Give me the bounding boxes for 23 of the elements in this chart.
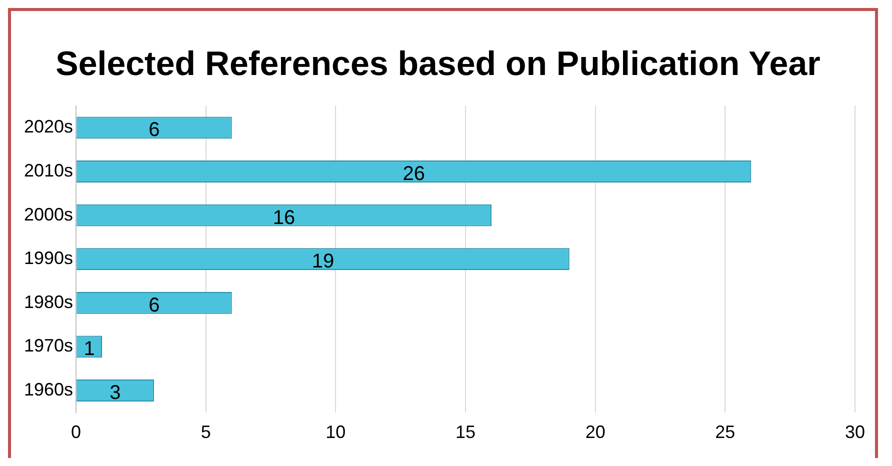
data-label: 6: [148, 119, 160, 142]
x-tick-label: 5: [200, 422, 211, 442]
x-tick-label: 0: [71, 422, 82, 442]
x-tick-label: 20: [585, 422, 606, 442]
data-label: 26: [402, 163, 425, 186]
chart-title: Selected References based on Publication Year: [56, 44, 820, 83]
data-label: 19: [312, 250, 334, 273]
page-frame: Selected References based on Publication Year 0 5 10 15 20 25 30 2020s 2010s 2000s 1990s 1980s 1970s 1960s 6 26 16 19 6 1 3: [8, 8, 878, 458]
data-label: 16: [272, 206, 296, 229]
x-tick-label: 25: [715, 422, 736, 442]
data-label: 1: [84, 338, 95, 360]
y-tick-label: 2020s: [24, 116, 74, 137]
y-tick-label: 1980s: [24, 292, 74, 312]
y-tick-label: 1990s: [24, 248, 74, 268]
x-tick-label: 30: [844, 422, 866, 442]
x-tick-label: 10: [326, 422, 346, 442]
y-tick-label: 2010s: [24, 160, 74, 180]
data-label: 3: [110, 382, 121, 404]
y-tick-label: 1960s: [24, 379, 74, 400]
y-tick-label: 1970s: [24, 336, 74, 356]
y-tick-label: 2000s: [24, 204, 74, 224]
x-tick-label: 15: [456, 422, 476, 442]
data-label: 6: [148, 294, 160, 316]
